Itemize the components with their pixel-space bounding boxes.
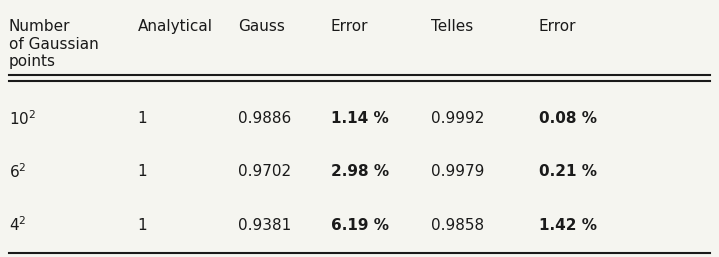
Text: 6.19 %: 6.19 % <box>331 218 389 233</box>
Text: 0.9979: 0.9979 <box>431 164 485 179</box>
Text: Analytical: Analytical <box>137 19 213 34</box>
Text: 1: 1 <box>137 218 147 233</box>
Text: 0.21 %: 0.21 % <box>539 164 597 179</box>
Text: 1: 1 <box>137 111 147 126</box>
Text: Error: Error <box>539 19 576 34</box>
Text: 0.08 %: 0.08 % <box>539 111 597 126</box>
Text: 0.9381: 0.9381 <box>238 218 291 233</box>
Text: 0.9702: 0.9702 <box>238 164 291 179</box>
Text: 0.9858: 0.9858 <box>431 218 485 233</box>
Text: Gauss: Gauss <box>238 19 285 34</box>
Text: 1: 1 <box>137 164 147 179</box>
Text: 1.14 %: 1.14 % <box>331 111 388 126</box>
Text: 0.9886: 0.9886 <box>238 111 291 126</box>
Text: $4^2$: $4^2$ <box>9 216 26 234</box>
Text: Error: Error <box>331 19 368 34</box>
Text: 2.98 %: 2.98 % <box>331 164 389 179</box>
Text: 0.9992: 0.9992 <box>431 111 485 126</box>
Text: Number
of Gaussian
points: Number of Gaussian points <box>9 19 99 69</box>
Text: $6^2$: $6^2$ <box>9 162 26 181</box>
Text: Telles: Telles <box>431 19 473 34</box>
Text: 1.42 %: 1.42 % <box>539 218 597 233</box>
Text: $10^2$: $10^2$ <box>9 109 36 128</box>
